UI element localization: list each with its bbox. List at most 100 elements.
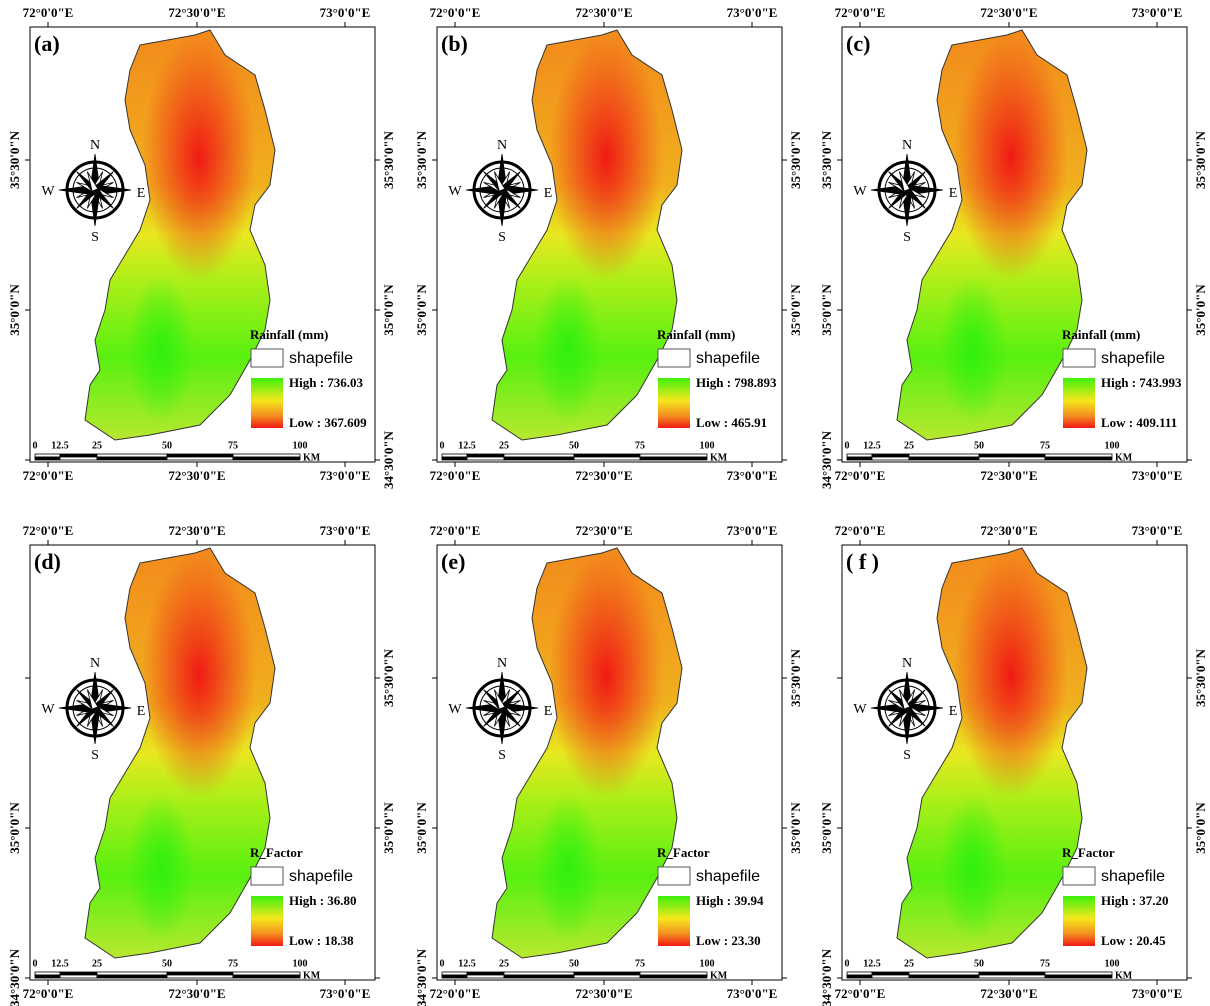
legend-high: High : 798.893: [696, 375, 777, 390]
legend-high: High : 736.03: [289, 375, 364, 390]
scale-segment: [639, 453, 708, 458]
scale-segment: [34, 971, 61, 976]
scale-label: 25: [904, 440, 914, 451]
scale-segment: [846, 971, 873, 976]
compass-point: [493, 689, 506, 710]
scale-label: 12.5: [51, 440, 69, 451]
scale-segment: [846, 974, 873, 979]
compass-w: W: [41, 702, 55, 717]
legend-shapefile-swatch: [1062, 348, 1096, 368]
compass-e: E: [137, 186, 146, 201]
scale-label: 75: [228, 958, 238, 969]
compass-point: [898, 689, 911, 710]
latitude-label: 34°30'0"N: [7, 948, 22, 1006]
longitude-label: 72°0'0"E: [430, 5, 481, 20]
legend-high: High : 37.20: [1101, 893, 1169, 908]
longitude-label: 72°30'0"E: [575, 523, 632, 538]
scale-segment: [639, 974, 708, 979]
longitude-label: 73°0'0"E: [320, 986, 371, 1001]
latitude-label: 35°30'0"N: [1193, 648, 1208, 707]
scale-label: 0: [440, 440, 445, 451]
scale-label: 12.5: [863, 958, 881, 969]
scale-label: 100: [700, 440, 715, 451]
scale-label: 25: [499, 440, 509, 451]
map-frame: [841, 544, 1188, 981]
scale-segment: [639, 456, 708, 461]
scale-segment: [573, 974, 641, 979]
longitude-label: 72°0'0"E: [835, 468, 886, 483]
longitude-label: 72°0'0"E: [23, 5, 74, 20]
scale-label: 75: [635, 958, 645, 969]
legend-title: Rainfall (mm): [1062, 327, 1140, 342]
legend-title: Rainfall (mm): [250, 327, 328, 342]
scale-segment: [441, 974, 468, 979]
scale-label: 12.5: [51, 958, 69, 969]
map-frame: [436, 544, 783, 981]
scale-label: 100: [293, 958, 308, 969]
longitude-label: 73°0'0"E: [320, 523, 371, 538]
map-panel: 72°0'0"E 72°0'0"E 72°30'0"E 72°30'0"E 73°0'0…: [414, 5, 803, 483]
study-area-low: [897, 30, 1087, 440]
latitude-label: 35°30'0"N: [7, 130, 22, 189]
compass-w: W: [448, 702, 462, 717]
scale-label: 50: [569, 958, 579, 969]
scale-segment: [96, 974, 168, 979]
map-frame: [29, 544, 376, 981]
map-panel: 72°0'0"E 72°0'0"E 72°30'0"E 72°30'0"E 73°0'0…: [7, 523, 396, 1006]
map-panel: 72°0'0"E 72°0'0"E 72°30'0"E 72°30'0"E 73°0'0…: [819, 523, 1208, 1006]
latitude-label: 35°0'0"N: [381, 802, 396, 854]
scale-segment: [871, 971, 910, 976]
scale-segment: [639, 971, 708, 976]
latitude-label: 35°0'0"N: [1193, 802, 1208, 854]
map-panel: 72°0'0"E 72°0'0"E 72°30'0"E 72°30'0"E 73°0'0…: [819, 5, 1208, 489]
scale-segment: [232, 456, 301, 461]
latitude-label: 35°0'0"N: [819, 284, 834, 336]
scale-unit: KM: [303, 970, 321, 981]
longitude-label: 72°30'0"E: [168, 5, 225, 20]
latitude-label: 35°30'0"N: [381, 648, 396, 707]
legend-low: Low : 465.91: [696, 415, 767, 430]
longitude-label: 72°30'0"E: [980, 5, 1037, 20]
legend-title: R_Factor: [1062, 845, 1115, 860]
scale-segment: [503, 974, 575, 979]
scale-segment: [166, 974, 234, 979]
legend-high: High : 36.80: [289, 893, 357, 908]
legend-shapefile-swatch: [657, 866, 691, 886]
legend-shapefile: shapefile: [1101, 350, 1165, 367]
longitude-label: 72°30'0"E: [575, 986, 632, 1001]
scale-segment: [34, 453, 61, 458]
panel-label: (a): [34, 31, 60, 56]
scale-segment: [466, 971, 505, 976]
scale-segment: [96, 453, 168, 458]
legend-high: High : 743.993: [1101, 375, 1182, 390]
compass-e: E: [544, 704, 553, 719]
scale-segment: [1044, 456, 1113, 461]
scale-label: 75: [635, 440, 645, 451]
legend-title: Rainfall (mm): [657, 327, 735, 342]
compass-w: W: [448, 184, 462, 199]
scale-segment: [59, 974, 98, 979]
scale-label: 0: [33, 958, 38, 969]
scale-segment: [466, 456, 505, 461]
legend-title: R_Factor: [250, 845, 303, 860]
scale-segment: [573, 456, 641, 461]
latitude-label: 35°0'0"N: [414, 284, 429, 336]
scale-segment: [573, 971, 641, 976]
legend-shapefile: shapefile: [289, 350, 353, 367]
compass-e: E: [949, 704, 958, 719]
latitude-label: 34°30'0"N: [381, 430, 396, 489]
compass-s: S: [903, 230, 911, 245]
latitude-label: 35°30'0"N: [788, 130, 803, 189]
scale-segment: [978, 974, 1046, 979]
compass-s: S: [498, 748, 506, 763]
scale-label: 100: [293, 440, 308, 451]
latitude-label: 35°30'0"N: [788, 648, 803, 707]
compass-s: S: [91, 748, 99, 763]
panel-label: (c): [846, 31, 870, 56]
scale-label: 25: [92, 440, 102, 451]
scale-label: 0: [440, 958, 445, 969]
scale-segment: [978, 453, 1046, 458]
scale-segment: [871, 456, 910, 461]
latitude-label: 34°30'0"N: [819, 430, 834, 489]
